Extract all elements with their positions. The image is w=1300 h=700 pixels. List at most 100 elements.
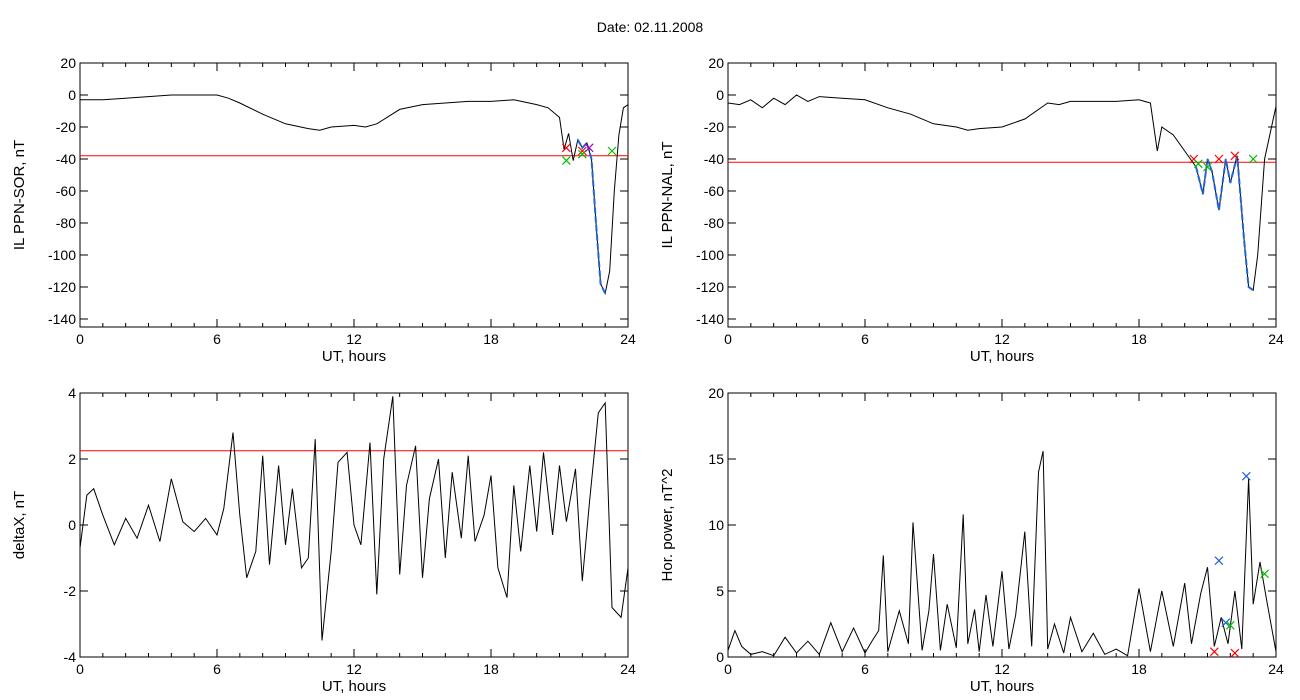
x-marker-stroke bbox=[1230, 151, 1240, 161]
x-marker-purple bbox=[584, 143, 594, 153]
x-axis-label: UT, hours bbox=[322, 678, 386, 695]
highlight-segment bbox=[1195, 155, 1254, 292]
x-marker-green bbox=[1203, 162, 1212, 172]
x-marker-stroke bbox=[1214, 556, 1224, 566]
y-tick-label: 15 bbox=[708, 451, 724, 467]
y-tick-label: -40 bbox=[56, 151, 76, 167]
series-line bbox=[728, 450, 1276, 657]
plot-frame bbox=[727, 392, 1277, 658]
x-marker-stroke bbox=[561, 156, 571, 166]
x-tick-label: 6 bbox=[861, 331, 869, 347]
x-marker-stroke bbox=[1248, 154, 1258, 164]
y-tick-label: -140 bbox=[48, 311, 76, 327]
y-tick-label: -80 bbox=[56, 215, 76, 231]
y-axis-label: Hor. power, nT^2 bbox=[659, 469, 676, 582]
x-tick-label: 0 bbox=[76, 331, 84, 347]
y-tick-label: 5 bbox=[716, 583, 724, 599]
x-tick-label: 12 bbox=[346, 331, 362, 347]
y-tick-label: 20 bbox=[708, 55, 724, 71]
y-tick-label: 4 bbox=[68, 385, 76, 401]
x-marker-red bbox=[561, 143, 571, 153]
y-tick-label: -100 bbox=[696, 247, 724, 263]
x-tick-label: 0 bbox=[76, 661, 84, 677]
x-axis-label: UT, hours bbox=[970, 348, 1034, 365]
y-tick-label: -140 bbox=[696, 311, 724, 327]
x-tick-label: 18 bbox=[1131, 331, 1147, 347]
x-axis-label: UT, hours bbox=[322, 348, 386, 365]
y-axis-label: deltaX, nT bbox=[11, 491, 28, 559]
page-title: Date: 02.11.2008 bbox=[596, 19, 704, 35]
x-tick-label: 24 bbox=[620, 331, 636, 347]
y-tick-label: -60 bbox=[56, 183, 76, 199]
highlight-segment bbox=[576, 139, 607, 294]
x-marker-stroke bbox=[1203, 162, 1212, 172]
y-tick-label: -20 bbox=[704, 119, 724, 135]
plot-frame bbox=[727, 62, 1277, 328]
x-tick-label: 0 bbox=[724, 331, 732, 347]
y-tick-label: 0 bbox=[68, 87, 76, 103]
panel-tl: 0 6 12 18 24 20 0 -20 -40 -60 -80 -100 -120 -140 UT, h… bbox=[11, 55, 636, 365]
y-tick-label: -80 bbox=[704, 215, 724, 231]
x-marker-stroke bbox=[1214, 154, 1224, 164]
x-marker-stroke bbox=[1221, 618, 1231, 628]
panel-tr: 0 6 12 18 24 20 0 -20 -40 -60 -80 -100 -120 -140 UT, h… bbox=[659, 55, 1284, 365]
x-marker-green bbox=[1193, 159, 1203, 169]
x-tick-label: 24 bbox=[620, 661, 636, 677]
x-tick-label: 6 bbox=[213, 661, 221, 677]
x-tick-label: 12 bbox=[994, 661, 1010, 677]
x-tick-label: 0 bbox=[724, 661, 732, 677]
x-marker-stroke bbox=[1241, 471, 1251, 481]
x-marker-red bbox=[577, 146, 587, 156]
x-marker-stroke bbox=[577, 146, 587, 156]
x-tick-label: 12 bbox=[994, 331, 1010, 347]
y-tick-label: 2 bbox=[68, 451, 76, 467]
x-marker-green bbox=[561, 156, 571, 166]
panel-bl: 0 6 12 18 24 4 2 0 -2 -4 UT, hours deltaX, nT bbox=[11, 385, 636, 695]
y-tick-label: 0 bbox=[716, 649, 724, 665]
x-marker-blue bbox=[1214, 556, 1224, 566]
series-line bbox=[80, 94, 628, 295]
x-axis-label: UT, hours bbox=[970, 678, 1034, 695]
x-marker-stroke bbox=[1225, 620, 1235, 630]
x-tick-label: 12 bbox=[346, 661, 362, 677]
y-axis-label: IL PPN-SOR, nT bbox=[11, 140, 28, 250]
plot-frame bbox=[79, 62, 629, 328]
x-tick-label: 6 bbox=[213, 331, 221, 347]
x-marker-green bbox=[607, 146, 617, 156]
y-tick-label: -100 bbox=[48, 247, 76, 263]
x-marker-red bbox=[1230, 151, 1240, 161]
y-tick-label: -40 bbox=[704, 151, 724, 167]
y-tick-label: 0 bbox=[716, 87, 724, 103]
x-marker-stroke bbox=[1193, 159, 1203, 169]
x-marker-stroke bbox=[561, 143, 571, 153]
y-tick-label: -20 bbox=[56, 119, 76, 135]
x-tick-label: 24 bbox=[1268, 331, 1284, 347]
y-tick-label: -2 bbox=[64, 583, 77, 599]
x-tick-label: 18 bbox=[1131, 661, 1147, 677]
x-marker-red bbox=[1209, 647, 1219, 657]
y-tick-label: 20 bbox=[60, 55, 76, 71]
x-marker-green bbox=[1248, 154, 1258, 164]
y-tick-label: 0 bbox=[68, 517, 76, 533]
y-tick-label: -120 bbox=[696, 279, 724, 295]
x-tick-label: 24 bbox=[1268, 661, 1284, 677]
y-tick-label: 20 bbox=[708, 385, 724, 401]
x-tick-label: 18 bbox=[483, 331, 499, 347]
series-line bbox=[728, 94, 1276, 292]
x-marker-blue bbox=[1221, 618, 1231, 628]
x-marker-stroke bbox=[1260, 569, 1270, 579]
x-marker-stroke bbox=[1189, 154, 1199, 164]
x-marker-stroke bbox=[1230, 648, 1240, 658]
y-tick-label: -60 bbox=[704, 183, 724, 199]
x-marker-blue bbox=[1241, 471, 1251, 481]
y-tick-label: -4 bbox=[64, 649, 77, 665]
x-marker-green bbox=[1225, 620, 1235, 630]
x-marker-green bbox=[1260, 569, 1270, 579]
x-marker-red bbox=[1230, 648, 1240, 658]
y-axis-label: IL PPN-NAL, nT bbox=[659, 142, 676, 249]
x-marker-stroke bbox=[1209, 647, 1219, 657]
y-tick-label: -120 bbox=[48, 279, 76, 295]
x-marker-red bbox=[1214, 154, 1224, 164]
panel-br: 0 6 12 18 24 20 15 10 5 0 UT, hours Hor. power, nT^… bbox=[659, 385, 1284, 695]
